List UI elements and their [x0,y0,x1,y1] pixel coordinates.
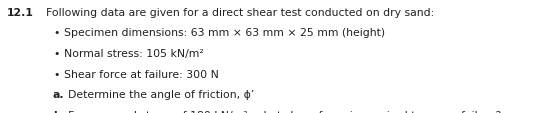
Text: For a normal stress of 180 kN/m², what shear force is required to cause failure?: For a normal stress of 180 kN/m², what s… [68,110,501,113]
Text: Determine the angle of friction, ϕ’: Determine the angle of friction, ϕ’ [68,89,254,99]
Text: a.: a. [53,89,65,99]
Text: •: • [53,49,59,59]
Text: •: • [53,28,59,38]
Text: b.: b. [53,110,65,113]
Text: Normal stress: 105 kN/m²: Normal stress: 105 kN/m² [64,49,204,59]
Text: Specimen dimensions: 63 mm × 63 mm × 25 mm (height): Specimen dimensions: 63 mm × 63 mm × 25 … [64,28,385,38]
Text: •: • [53,69,59,79]
Text: Shear force at failure: 300 N: Shear force at failure: 300 N [64,69,219,79]
Text: 12.1: 12.1 [7,8,33,18]
Text: Following data are given for a direct shear test conducted on dry sand:: Following data are given for a direct sh… [46,8,434,18]
